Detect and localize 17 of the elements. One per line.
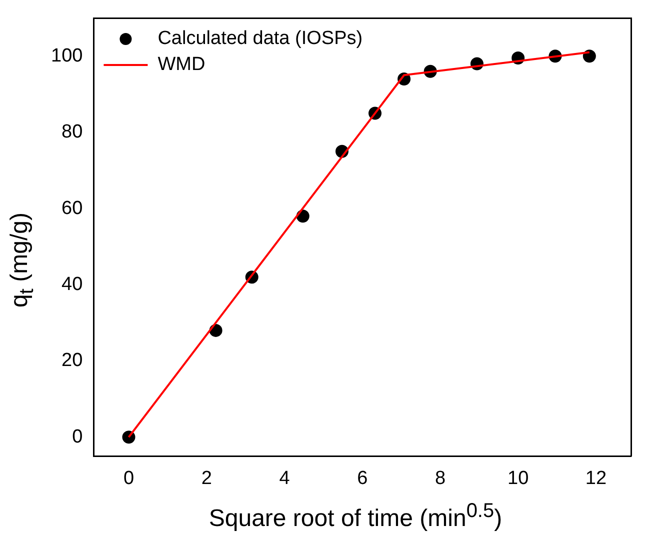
legend-label: Calculated data (IOSPs) — [158, 28, 363, 50]
x-tick-label: 10 — [508, 468, 529, 489]
y-tick-label: 20 — [62, 350, 83, 372]
x-tick-label: 4 — [279, 468, 290, 489]
x-tick-label: 6 — [357, 468, 368, 489]
x-tick-label: 8 — [434, 468, 446, 489]
point — [582, 50, 596, 63]
x-axis-title: Square root of time (min$^{0.5}$) — [208, 500, 504, 533]
y-tick-label: 0 — [72, 426, 83, 448]
x-tick-label: 12 — [585, 468, 607, 489]
y-tick-label: 100 — [51, 45, 83, 66]
y-tick-label: 80 — [62, 122, 83, 143]
x-tick-label: 0 — [123, 468, 134, 489]
y-tick-label: 60 — [62, 198, 83, 219]
y-tick-label: 40 — [62, 274, 83, 295]
legend-label: WMD — [158, 54, 206, 76]
x-tick-label: 2 — [201, 468, 212, 489]
